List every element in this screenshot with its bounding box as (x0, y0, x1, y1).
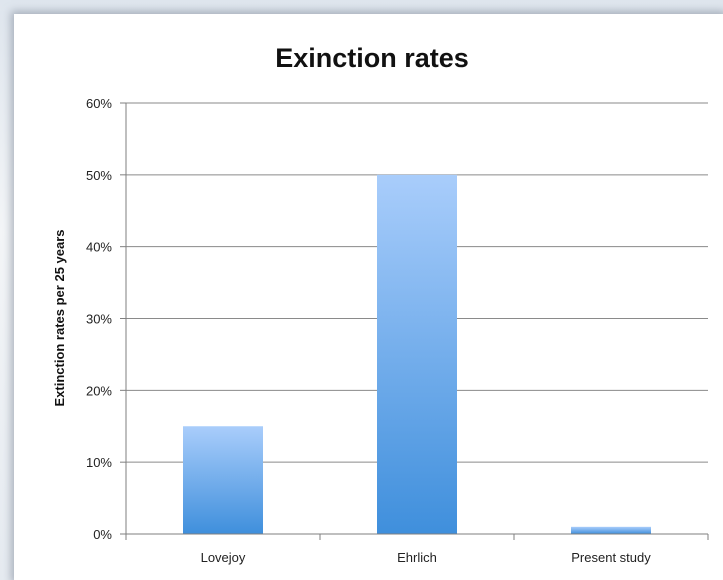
y-axis-label: Extinction rates per 25 years (52, 229, 67, 406)
y-tick-label: 10% (86, 455, 112, 470)
y-tick-label: 30% (86, 312, 112, 327)
y-tick-label: 0% (93, 527, 112, 542)
x-tick-label: Lovejoy (201, 550, 246, 565)
bar-present-study (571, 527, 651, 534)
bar-lovejoy (183, 426, 263, 534)
y-tick-labels: 0% 10% 20% 30% 40% 50% 60% (86, 96, 112, 542)
y-tick-label: 20% (86, 383, 112, 398)
x-tick-label: Present study (571, 550, 651, 565)
x-tick-labels: Lovejoy Ehrlich Present study (201, 550, 652, 565)
y-tick-label: 40% (86, 240, 112, 255)
bar-ehrlich (377, 175, 457, 534)
chart-title: Exinction rates (275, 43, 469, 73)
y-tick-label: 50% (86, 168, 112, 183)
y-tick-label: 60% (86, 96, 112, 111)
bars (183, 175, 651, 534)
x-tick-label: Ehrlich (397, 550, 437, 565)
